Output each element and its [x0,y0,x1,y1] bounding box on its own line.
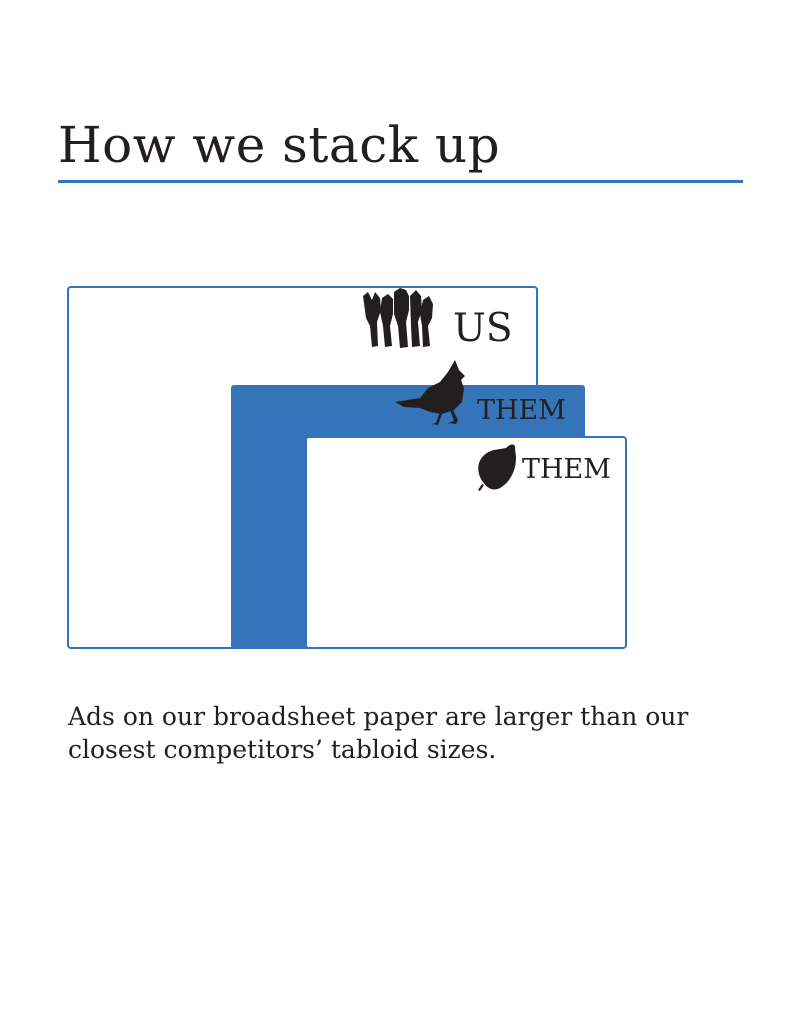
page-title: How we stack up [58,116,501,174]
cardinal-bird-icon [395,360,465,425]
leaf-icon [478,444,516,491]
caption-text: Ads on our broadsheet paper are larger t… [68,702,689,764]
people-silhouette-icon [363,288,433,348]
competitor-2-page-rect [305,436,627,649]
us-label: US [453,306,513,351]
competitor-2-label: THEM [522,454,611,485]
title-divider [58,180,743,183]
competitor-1-label: THEM [477,395,566,426]
